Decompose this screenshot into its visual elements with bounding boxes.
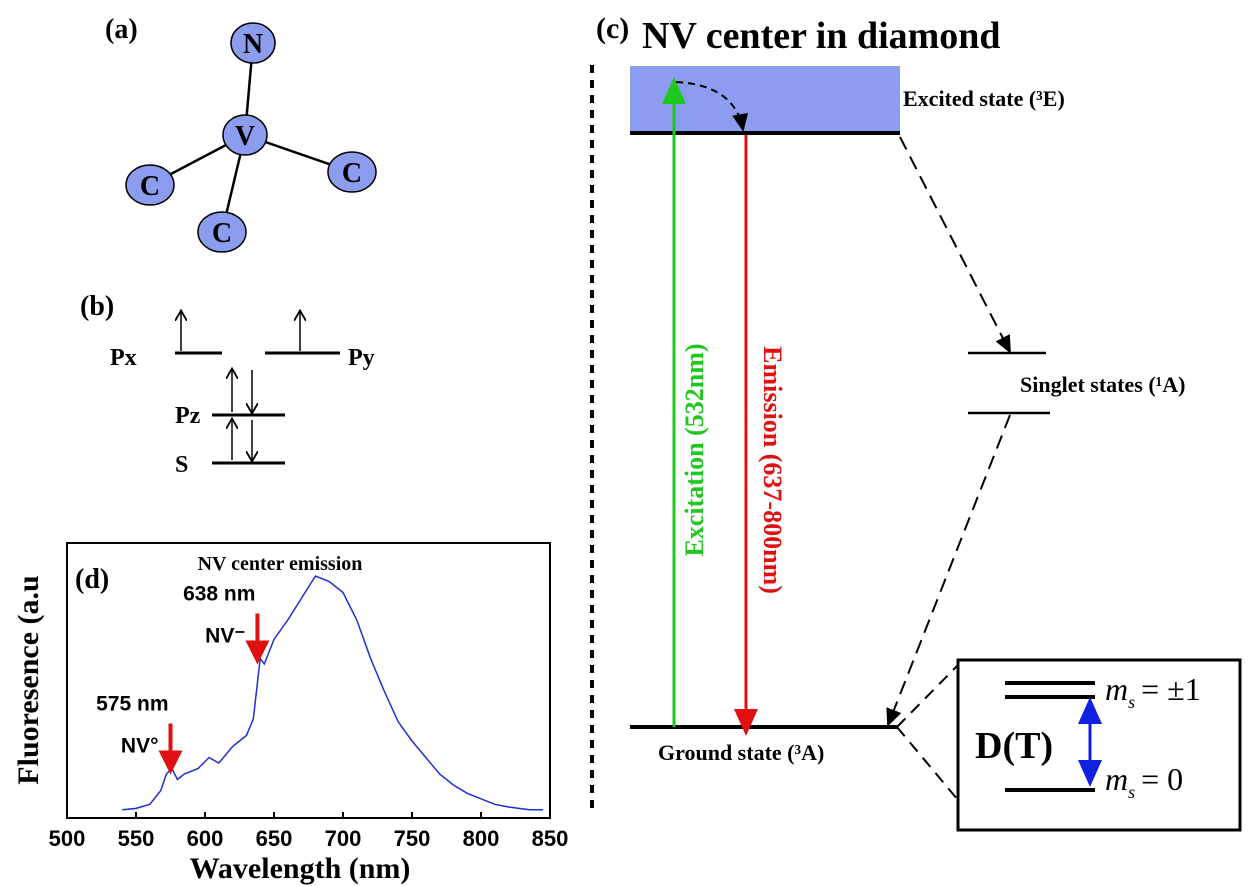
y-axis-label: Fluoresence (a.u — [12, 575, 45, 784]
orbital-label: Px — [110, 345, 137, 371]
panel-c: (c) NV center in diamond Excitation (532… — [592, 12, 1240, 830]
state-label: Ground state (³A) — [658, 740, 824, 765]
panel-label: (a) — [105, 14, 138, 45]
panel-label: (b) — [80, 291, 114, 322]
state-label: Excited state (³E) — [903, 86, 1065, 111]
excitation-label: Excitation (532nm) — [680, 343, 709, 556]
spectrum-line — [122, 576, 543, 810]
panel-title: NV center in diamond — [642, 15, 1001, 57]
atom-label: C — [140, 171, 160, 202]
x-tick-label: 550 — [118, 826, 155, 851]
x-tick-label: 500 — [49, 826, 86, 851]
x-axis-label: Wavelength (nm) — [190, 852, 411, 885]
panel-d: (d) NV center emission Wavelength (nm) F… — [12, 543, 568, 885]
x-tick-label: 750 — [394, 826, 431, 851]
x-tick-label: 600 — [187, 826, 224, 851]
zfs-label: D(T) — [975, 725, 1053, 767]
ms-label: ms= 0 — [1105, 761, 1183, 802]
x-tick-label: 850 — [532, 826, 569, 851]
atom-label: C — [212, 218, 232, 249]
annotation-label: 575 nm — [96, 693, 168, 716]
emission-label: Emission (637-800nm) — [758, 346, 787, 594]
x-tick-label: 650 — [256, 826, 293, 851]
atom-label: V — [235, 121, 255, 152]
atom-label: C — [342, 158, 362, 189]
orbital-label: Py — [348, 345, 375, 371]
x-tick-label: 700 — [325, 826, 362, 851]
orbital-label: S — [175, 452, 188, 478]
atom-label: N — [243, 29, 263, 60]
chart-title: NV center emission — [198, 553, 363, 575]
annotation-label: 638 nm — [183, 583, 255, 606]
panel-label: (d) — [75, 564, 109, 595]
panel-b: (b) Px Py Pz S — [80, 291, 375, 478]
ms-label: ms= ±1 — [1105, 671, 1201, 712]
orbital-label: Pz — [175, 403, 201, 429]
state-label: Singlet states (¹A) — [1020, 372, 1185, 397]
annotation-label: NV° — [121, 735, 159, 758]
annotation-label: NV⁻ — [205, 625, 245, 648]
x-tick-label: 800 — [463, 826, 500, 851]
panel-label: (c) — [596, 12, 629, 45]
figure: (a) N V C C C (b) Px Py Pz S (c) NV cent… — [0, 0, 1250, 886]
panel-a: (a) N V C C C — [105, 14, 376, 252]
